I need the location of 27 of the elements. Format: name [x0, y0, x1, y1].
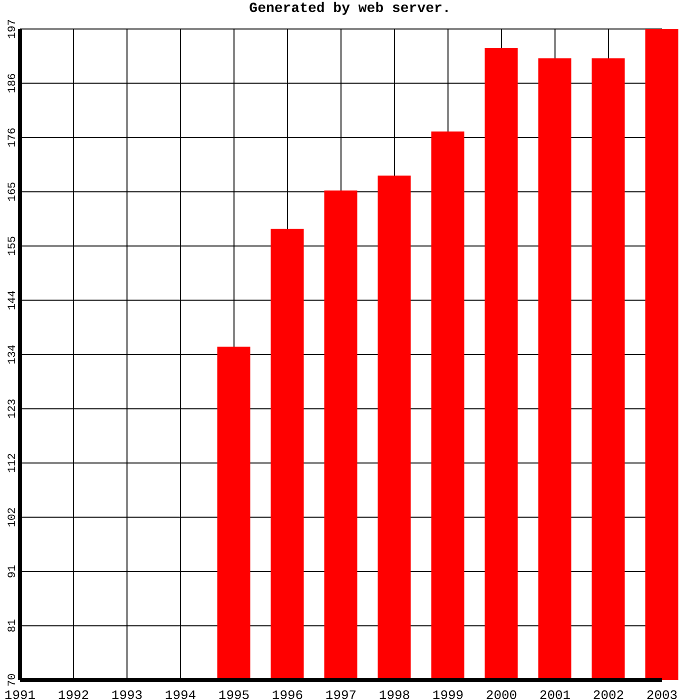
- y-tick-label: 165: [7, 182, 19, 202]
- x-tick-label: 2002: [592, 688, 624, 700]
- x-tick-label: 1999: [432, 688, 464, 700]
- x-tick-label: 1993: [111, 688, 143, 700]
- y-tick-label: 91: [7, 564, 19, 578]
- y-tick-label: 155: [7, 236, 19, 256]
- x-tick-label: 1996: [272, 688, 304, 700]
- y-tick-label: 144: [7, 290, 19, 310]
- y-tick-label: 134: [7, 344, 19, 364]
- x-tick-label: 1994: [164, 688, 196, 700]
- y-tick-label: 197: [7, 19, 19, 39]
- x-tick-label: 1998: [378, 688, 410, 700]
- x-tick-label: 2003: [646, 688, 678, 700]
- x-tick-label: 1995: [218, 688, 250, 700]
- y-tick-label: 81: [7, 618, 19, 632]
- y-tick-label: 112: [7, 453, 19, 473]
- x-tick-label: 1992: [58, 688, 90, 700]
- y-tick-label: 102: [7, 507, 19, 528]
- x-tick-label: 2001: [539, 688, 571, 700]
- x-tick-label: 2000: [486, 688, 518, 700]
- y-tick-label: 70: [7, 673, 19, 687]
- x-tick-label: 1997: [325, 688, 357, 700]
- chart-title: Generated by web server.: [248, 1, 452, 17]
- y-tick-label: 186: [7, 73, 19, 94]
- y-tick-label: 123: [7, 398, 19, 419]
- x-tick-label: 1991: [4, 688, 36, 700]
- y-tick-label: 176: [7, 128, 19, 148]
